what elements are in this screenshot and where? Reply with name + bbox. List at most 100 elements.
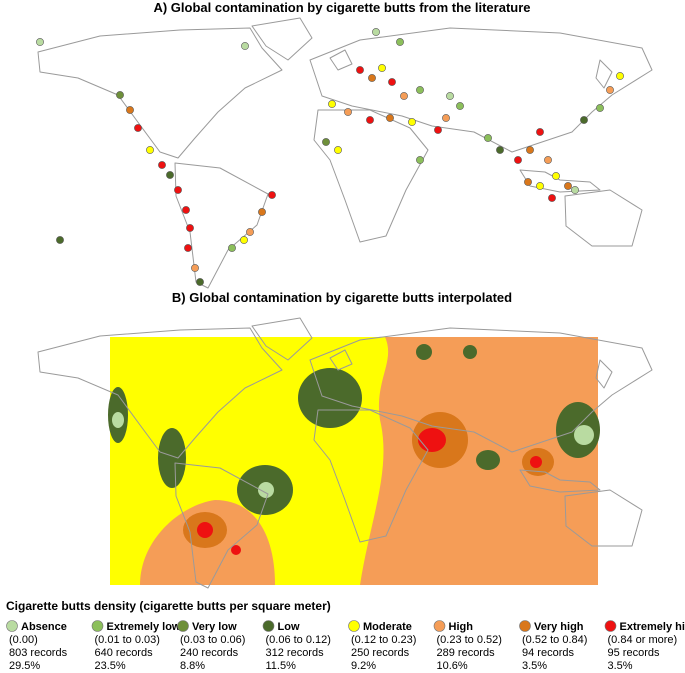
legend-swatch	[6, 620, 18, 632]
sample-point	[166, 171, 174, 179]
legend-percent: 23.5%	[95, 660, 126, 672]
sample-point	[196, 278, 204, 286]
sample-point	[334, 146, 342, 154]
legend-records: 803 records	[9, 647, 68, 659]
sample-point	[378, 64, 386, 72]
hotspot	[463, 345, 477, 359]
sample-point	[396, 38, 404, 46]
sample-point	[372, 28, 380, 36]
legend-label: Very high	[534, 621, 584, 633]
sample-point	[536, 182, 544, 190]
sample-point	[442, 114, 450, 122]
sample-point	[158, 161, 166, 169]
sample-point	[228, 244, 236, 252]
hotspot	[418, 428, 446, 452]
legend-swatch	[519, 620, 531, 632]
sample-point	[246, 228, 254, 236]
legend: Cigarette butts density (cigarette butts…	[6, 599, 685, 672]
sample-point	[548, 194, 556, 202]
legend-records: 312 records	[266, 647, 325, 659]
legend-percent: 3.5%	[608, 660, 633, 672]
sample-point	[596, 104, 604, 112]
sample-point	[514, 156, 522, 164]
sample-point	[146, 146, 154, 154]
hotspot	[530, 456, 542, 468]
legend-records: 640 records	[95, 647, 154, 659]
legend-percent: 3.5%	[522, 660, 547, 672]
sample-point	[344, 108, 352, 116]
sample-point	[36, 38, 44, 46]
sample-point	[116, 91, 124, 99]
hotspot	[231, 545, 241, 555]
sample-point	[368, 74, 376, 82]
sample-point	[241, 42, 249, 50]
legend-range: (0.23 to 0.52)	[437, 634, 502, 646]
legend-percent: 9.2%	[351, 660, 376, 672]
sample-point	[606, 86, 614, 94]
hotspot	[416, 344, 432, 360]
hotspot	[574, 425, 594, 445]
map-b	[37, 317, 653, 589]
sample-point	[580, 116, 588, 124]
legend-range: (0.03 to 0.06)	[180, 634, 245, 646]
legend-range: (0.12 to 0.23)	[351, 634, 416, 646]
legend-swatch	[262, 620, 275, 632]
legend-records: 95 records	[608, 647, 660, 659]
sample-point	[191, 264, 199, 272]
sample-point	[496, 146, 504, 154]
sample-point	[386, 114, 394, 122]
sample-point	[416, 156, 424, 164]
sample-point	[356, 66, 364, 74]
legend-range: (0.00)	[9, 634, 38, 646]
sample-point	[388, 78, 396, 86]
hotspot	[112, 412, 124, 428]
sample-point	[434, 126, 442, 134]
legend-percent: 8.8%	[180, 660, 205, 672]
legend-label: Low	[278, 621, 300, 633]
sample-point	[328, 100, 336, 108]
sample-point	[484, 134, 492, 142]
sample-point	[456, 102, 464, 110]
sample-point	[240, 236, 248, 244]
sample-point	[446, 92, 454, 100]
sample-point	[268, 191, 276, 199]
sample-point	[536, 128, 544, 136]
sample-points	[36, 28, 624, 286]
sample-point	[408, 118, 416, 126]
legend-percent: 10.6%	[437, 660, 468, 672]
sample-point	[366, 116, 374, 124]
legend-swatch	[604, 620, 617, 632]
legend-records: 250 records	[351, 647, 410, 659]
sample-point	[134, 124, 142, 132]
sample-point	[174, 186, 182, 194]
legend-records: 289 records	[437, 647, 496, 659]
legend-records: 240 records	[180, 647, 239, 659]
legend-range: (0.84 or more)	[608, 634, 678, 646]
sample-point	[526, 146, 534, 154]
sample-point	[186, 224, 194, 232]
hotspot	[197, 522, 213, 538]
legend-range: (0.01 to 0.03)	[95, 634, 160, 646]
sample-point	[400, 92, 408, 100]
sample-point	[616, 72, 624, 80]
sample-point	[544, 156, 552, 164]
sample-point	[416, 86, 424, 94]
panel-a-title: A) Global contamination by cigarette but…	[153, 0, 530, 15]
legend-records: 94 records	[522, 647, 574, 659]
map-a	[36, 17, 653, 289]
sample-point	[571, 186, 579, 194]
legend-label: Extremely low	[107, 621, 181, 633]
legend-swatch	[177, 620, 189, 632]
legend-range: (0.06 to 0.12)	[266, 634, 331, 646]
sample-point	[564, 182, 572, 190]
sample-point	[524, 178, 532, 186]
sample-point	[56, 236, 64, 244]
hotspot	[298, 368, 362, 428]
sample-point	[126, 106, 134, 114]
hotspot	[476, 450, 500, 470]
legend-swatch	[348, 620, 360, 632]
sample-point	[184, 244, 192, 252]
land-outline	[37, 17, 653, 289]
legend-percent: 11.5%	[266, 660, 297, 672]
